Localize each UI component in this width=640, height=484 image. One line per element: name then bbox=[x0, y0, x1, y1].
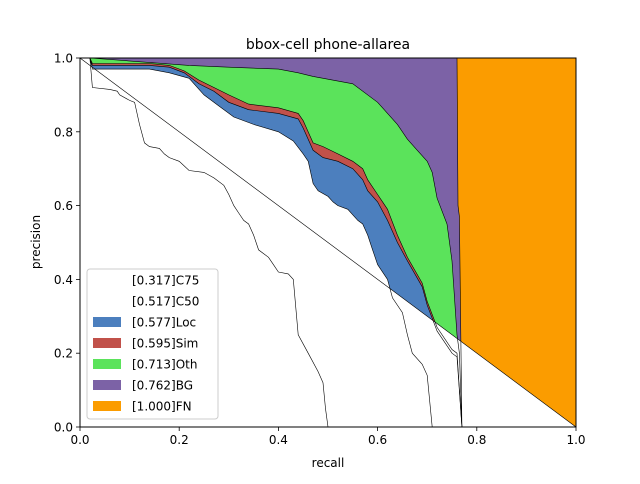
legend-label-fn: [1.000]FN bbox=[132, 400, 192, 414]
legend-swatch-c50 bbox=[93, 296, 121, 306]
boundary-c50 bbox=[80, 57, 433, 428]
legend-label-sim: [0.595]Sim bbox=[132, 337, 198, 351]
x-tick-label: 1.0 bbox=[566, 433, 585, 447]
legend-label-oth: [0.713]Oth bbox=[132, 358, 197, 372]
x-tick-label: 0.0 bbox=[70, 433, 89, 447]
legend: [0.317]C75 [0.517]C50 [0.577]Loc [0.595]Sim… bbox=[86, 268, 219, 420]
plot-frame bbox=[79, 57, 577, 428]
legend-swatch-c75 bbox=[93, 275, 121, 285]
chart-title: bbox-cell phone-allarea bbox=[246, 37, 410, 53]
x-tick-label: 0.8 bbox=[467, 433, 486, 447]
legend-swatch-sim bbox=[93, 338, 121, 348]
legend-swatch-fn bbox=[93, 401, 121, 411]
x-tick-label: 0.6 bbox=[368, 433, 387, 447]
x-axis-label: recall bbox=[312, 456, 345, 470]
y-tick-label: 0.0 bbox=[54, 421, 73, 435]
boundary-c75 bbox=[80, 57, 329, 428]
y-tick-label: 0.2 bbox=[54, 347, 73, 361]
lines-layer bbox=[79, 57, 577, 428]
legend-items: [0.317]C75 [0.517]C50 [0.577]Loc [0.595]Sim… bbox=[93, 274, 199, 414]
boundary-sim bbox=[80, 57, 463, 428]
x-tick-label: 0.4 bbox=[269, 433, 288, 447]
y-tick-label: 0.8 bbox=[54, 125, 73, 139]
x-axis-ticks: 0.0 0.2 0.4 0.6 0.8 1.0 bbox=[70, 427, 586, 447]
legend-label-c50: [0.517]C50 bbox=[132, 295, 199, 309]
boundary-loc bbox=[80, 57, 463, 428]
y-axis-ticks: 0.0 0.2 0.4 0.6 0.8 1.0 bbox=[54, 52, 80, 435]
y-tick-label: 0.6 bbox=[54, 199, 73, 213]
boundary-oth bbox=[80, 57, 463, 428]
legend-label-loc: [0.577]Loc bbox=[132, 316, 196, 330]
legend-label-c75: [0.317]C75 bbox=[132, 274, 199, 288]
y-tick-label: 0.4 bbox=[54, 273, 73, 287]
x-tick-label: 0.2 bbox=[170, 433, 189, 447]
legend-label-bg: [0.762]BG bbox=[132, 379, 193, 393]
y-axis-label: precision bbox=[29, 215, 43, 269]
legend-swatch-bg bbox=[93, 380, 121, 390]
legend-swatch-loc bbox=[93, 317, 121, 327]
boundary-fn bbox=[79, 57, 577, 428]
legend-swatch-oth bbox=[93, 359, 121, 369]
y-tick-label: 1.0 bbox=[54, 52, 73, 66]
